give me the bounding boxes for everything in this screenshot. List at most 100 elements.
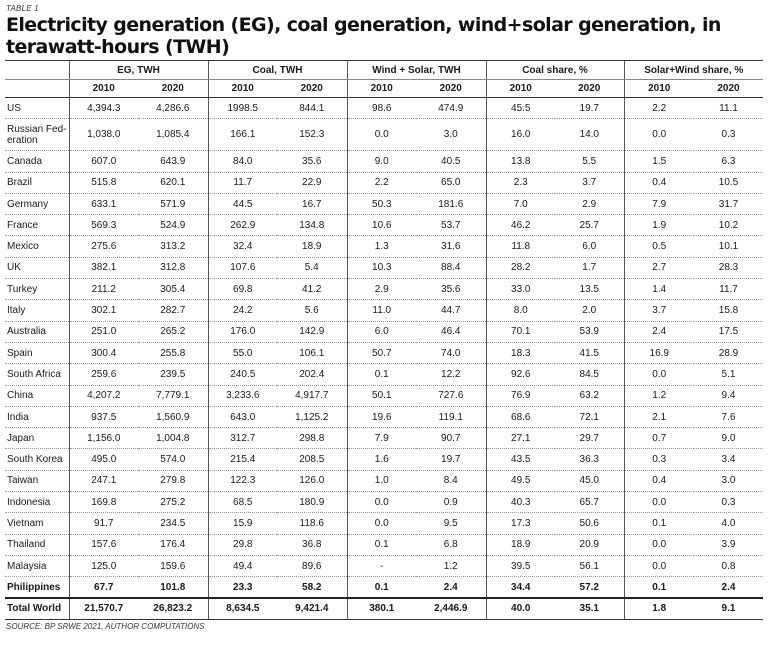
value-cell: 300.4 [68, 342, 138, 365]
value-cell: 0.5 [623, 235, 694, 258]
country-cell: Philippines [5, 576, 69, 599]
value-cell: 7.6 [694, 406, 764, 429]
country-cell: Australia [5, 321, 69, 343]
value-cell: 43.5 [485, 448, 555, 471]
value-cell: 33.0 [485, 278, 555, 301]
value-cell: 2.2 [623, 97, 694, 120]
value-cell: 53.9 [555, 321, 624, 343]
value-cell: 474.9 [416, 97, 486, 120]
value-cell: 643.0 [207, 406, 277, 429]
value-cell: 44.7 [416, 299, 486, 322]
group-header: Solar+Wind share, % [623, 60, 764, 80]
value-cell: 11.8 [485, 235, 555, 258]
value-cell: 4,917.7 [277, 385, 347, 407]
value-cell: 65.7 [555, 491, 624, 514]
value-cell: 312.7 [207, 427, 277, 450]
value-cell: 727.6 [416, 385, 486, 407]
value-cell: 574.0 [138, 448, 208, 471]
value-cell: 122.3 [207, 470, 277, 493]
value-cell: 40.3 [485, 491, 555, 514]
value-cell: 8.0 [485, 299, 555, 322]
country-cell: Indonesia [5, 491, 69, 514]
year-header: 2010 [68, 79, 138, 98]
country-cell: Canada [5, 150, 69, 173]
value-cell: 91.7 [68, 512, 138, 535]
value-cell: 234.5 [138, 512, 208, 535]
value-cell: 524.9 [138, 214, 208, 237]
value-cell: 380.1 [346, 597, 416, 620]
value-cell: 152.3 [277, 118, 347, 152]
value-cell: 1.0 [346, 470, 416, 493]
table-row: Mexico 275.6 313.2 32.4 18.9 1.3 31.6 11.8 6.0 0.… [5, 235, 764, 258]
value-cell: 3.7 [623, 299, 694, 322]
value-cell: 46.4 [416, 321, 486, 343]
year-header: 2010 [346, 79, 416, 98]
data-table: EG, TWH Coal, TWH Wind + Solar, TWH Coal… [5, 60, 764, 620]
value-cell: 68.6 [485, 406, 555, 429]
value-cell: 45.5 [485, 97, 555, 120]
value-cell: 35.6 [277, 150, 347, 173]
value-cell: 15.9 [207, 512, 277, 535]
country-cell: Turkey [5, 278, 69, 301]
value-cell: 49.4 [207, 555, 277, 578]
group-header: Coal, TWH [207, 60, 347, 80]
value-cell: 215.4 [207, 448, 277, 471]
value-cell: 0.0 [623, 534, 694, 556]
value-cell: 11.0 [346, 299, 416, 322]
value-cell: 2.2 [346, 172, 416, 194]
value-cell: 28.9 [694, 342, 764, 365]
value-cell: 50.7 [346, 342, 416, 365]
table-row: Philippines 67.7 101.8 23.3 58.2 0.1 2.4 34.4 57… [5, 576, 764, 599]
value-cell: 0.0 [346, 491, 416, 514]
value-cell: 50.1 [346, 385, 416, 407]
value-cell: 142.9 [277, 321, 347, 343]
value-cell: 19.7 [416, 448, 486, 471]
value-cell: 10.1 [694, 235, 764, 258]
year-header: 2020 [416, 79, 486, 98]
value-cell: 1,004.8 [138, 427, 208, 450]
year-header: 2020 [694, 79, 764, 98]
value-cell: 247.1 [68, 470, 138, 493]
value-cell: 0.3 [623, 448, 694, 471]
value-cell: 106.1 [277, 342, 347, 365]
value-cell: 844.1 [277, 97, 347, 120]
table-row: South Africa 259.6 239.5 240.5 202.4 0.1 12.2 9… [5, 363, 764, 386]
value-cell: 1,085.4 [138, 118, 208, 152]
total-row: Total World 21,570.7 26,823.2 8,634.5 9,421.… [5, 597, 764, 620]
value-cell: 53.7 [416, 214, 486, 237]
value-cell: 0.1 [623, 576, 694, 599]
value-cell: 41.5 [555, 342, 624, 365]
table-row: US 4,394.3 4,286.6 1998.5 844.1 98.6 474.9 45.5… [5, 97, 764, 120]
value-cell: 41.2 [277, 278, 347, 301]
value-cell: 7.0 [485, 193, 555, 216]
value-cell: 382.1 [68, 257, 138, 280]
value-cell: 15.8 [694, 299, 764, 322]
country-cell: Japan [5, 427, 69, 450]
table-tag: TABLE 1 [6, 4, 39, 13]
value-cell: 166.1 [207, 118, 277, 152]
country-cell: UK [5, 257, 69, 280]
value-cell: 0.4 [623, 470, 694, 493]
value-cell: 11.7 [207, 172, 277, 194]
value-cell: 4,394.3 [68, 97, 138, 120]
value-cell: 134.8 [277, 214, 347, 237]
value-cell: - [346, 555, 416, 578]
value-cell: 98.6 [346, 97, 416, 120]
value-cell: 643.9 [138, 150, 208, 173]
value-cell: 34.4 [485, 576, 555, 599]
year-header: 2020 [138, 79, 208, 98]
country-cell: France [5, 214, 69, 237]
value-cell: 5.1 [694, 363, 764, 386]
value-cell: 0.3 [694, 118, 764, 152]
value-cell: 0.0 [623, 118, 694, 152]
value-cell: 28.2 [485, 257, 555, 280]
value-cell: 84.0 [207, 150, 277, 173]
corner-cell [5, 79, 69, 98]
value-cell: 3,233.6 [207, 385, 277, 407]
value-cell: 88.4 [416, 257, 486, 280]
value-cell: 40.0 [485, 597, 555, 620]
country-cell: South Korea [5, 448, 69, 471]
table-row: Vietnam 91.7 234.5 15.9 118.6 0.0 9.5 17.3 50.6 0… [5, 512, 764, 535]
value-cell: 50.3 [346, 193, 416, 216]
